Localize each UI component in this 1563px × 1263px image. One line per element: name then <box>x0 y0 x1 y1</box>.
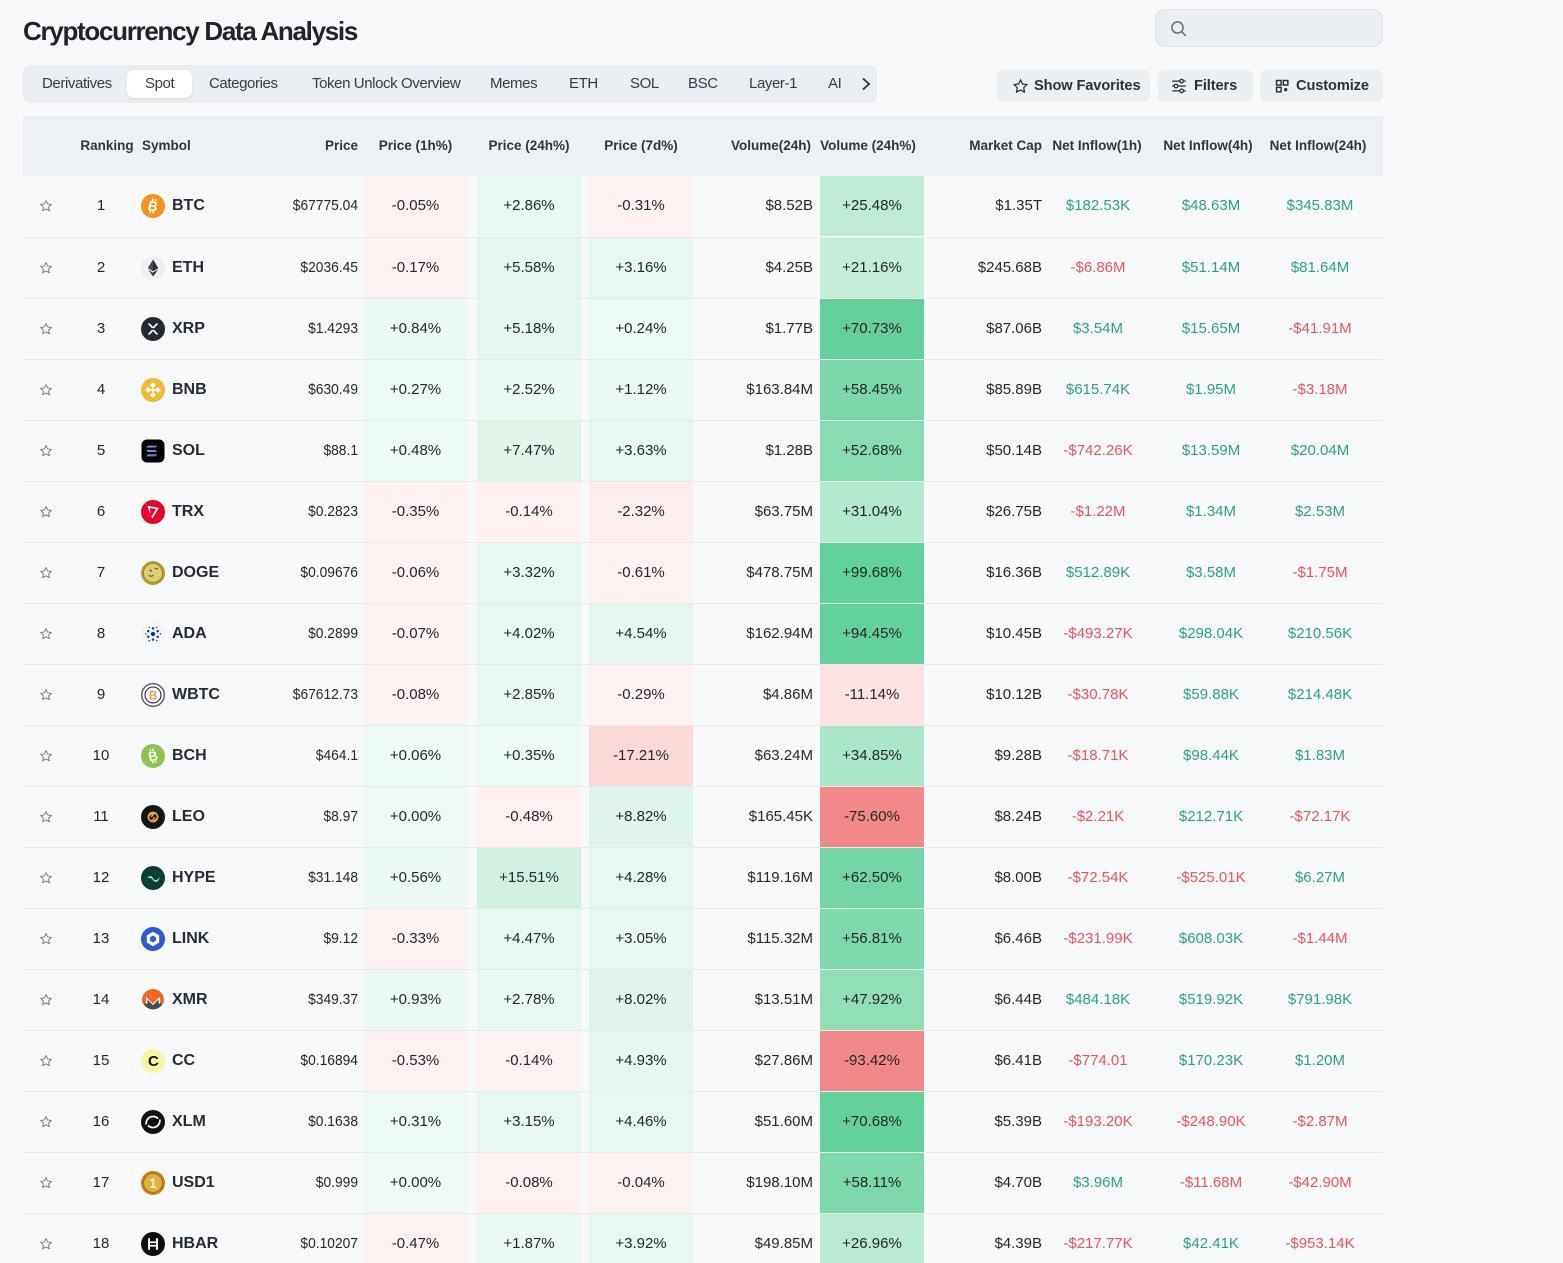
svg-text:B: B <box>147 748 159 765</box>
svg-text:1: 1 <box>149 1176 157 1191</box>
svg-text:C: C <box>148 1053 159 1070</box>
svg-text:B: B <box>149 690 157 702</box>
svg-text:B: B <box>147 198 160 215</box>
